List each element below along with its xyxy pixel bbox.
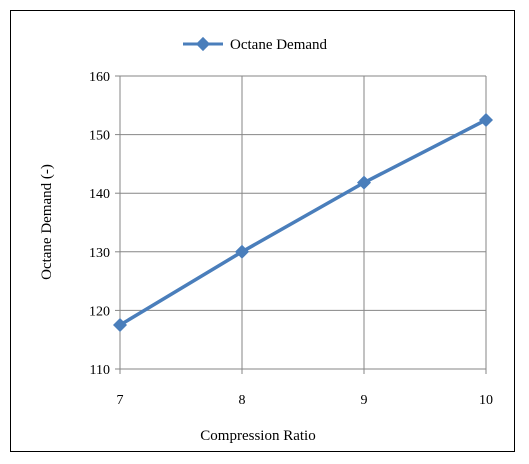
grid-layer — [119, 75, 487, 370]
series-line — [119, 118, 487, 327]
axis-layer: 110 120 130 140 150 160 7 8 9 10 — [89, 70, 493, 408]
legend-diamond-marker — [195, 36, 211, 52]
y-tick-label: 110 — [90, 363, 110, 378]
y-tick-label: 120 — [89, 304, 110, 319]
x-tick-label: 9 — [361, 393, 368, 408]
y-tick-label: 130 — [89, 246, 110, 261]
data-point-marker — [113, 318, 127, 333]
legend: Octane Demand — [183, 36, 328, 53]
y-axis-title: Octane Demand (-) — [39, 164, 55, 280]
x-tick-label: 8 — [239, 393, 246, 408]
series-layer — [113, 112, 493, 333]
chart-frame — [10, 10, 515, 452]
y-tick-label: 140 — [89, 187, 110, 202]
data-point-marker — [235, 244, 249, 259]
y-tick-label: 150 — [89, 129, 110, 144]
legend-label: Octane Demand — [230, 37, 328, 53]
y-tick-label: 160 — [89, 70, 110, 85]
data-point-marker — [479, 112, 493, 127]
data-point-marker — [357, 175, 371, 190]
x-tick-label: 10 — [479, 393, 493, 408]
x-tick-label: 7 — [117, 393, 124, 408]
x-axis-title: Compression Ratio — [200, 428, 315, 444]
